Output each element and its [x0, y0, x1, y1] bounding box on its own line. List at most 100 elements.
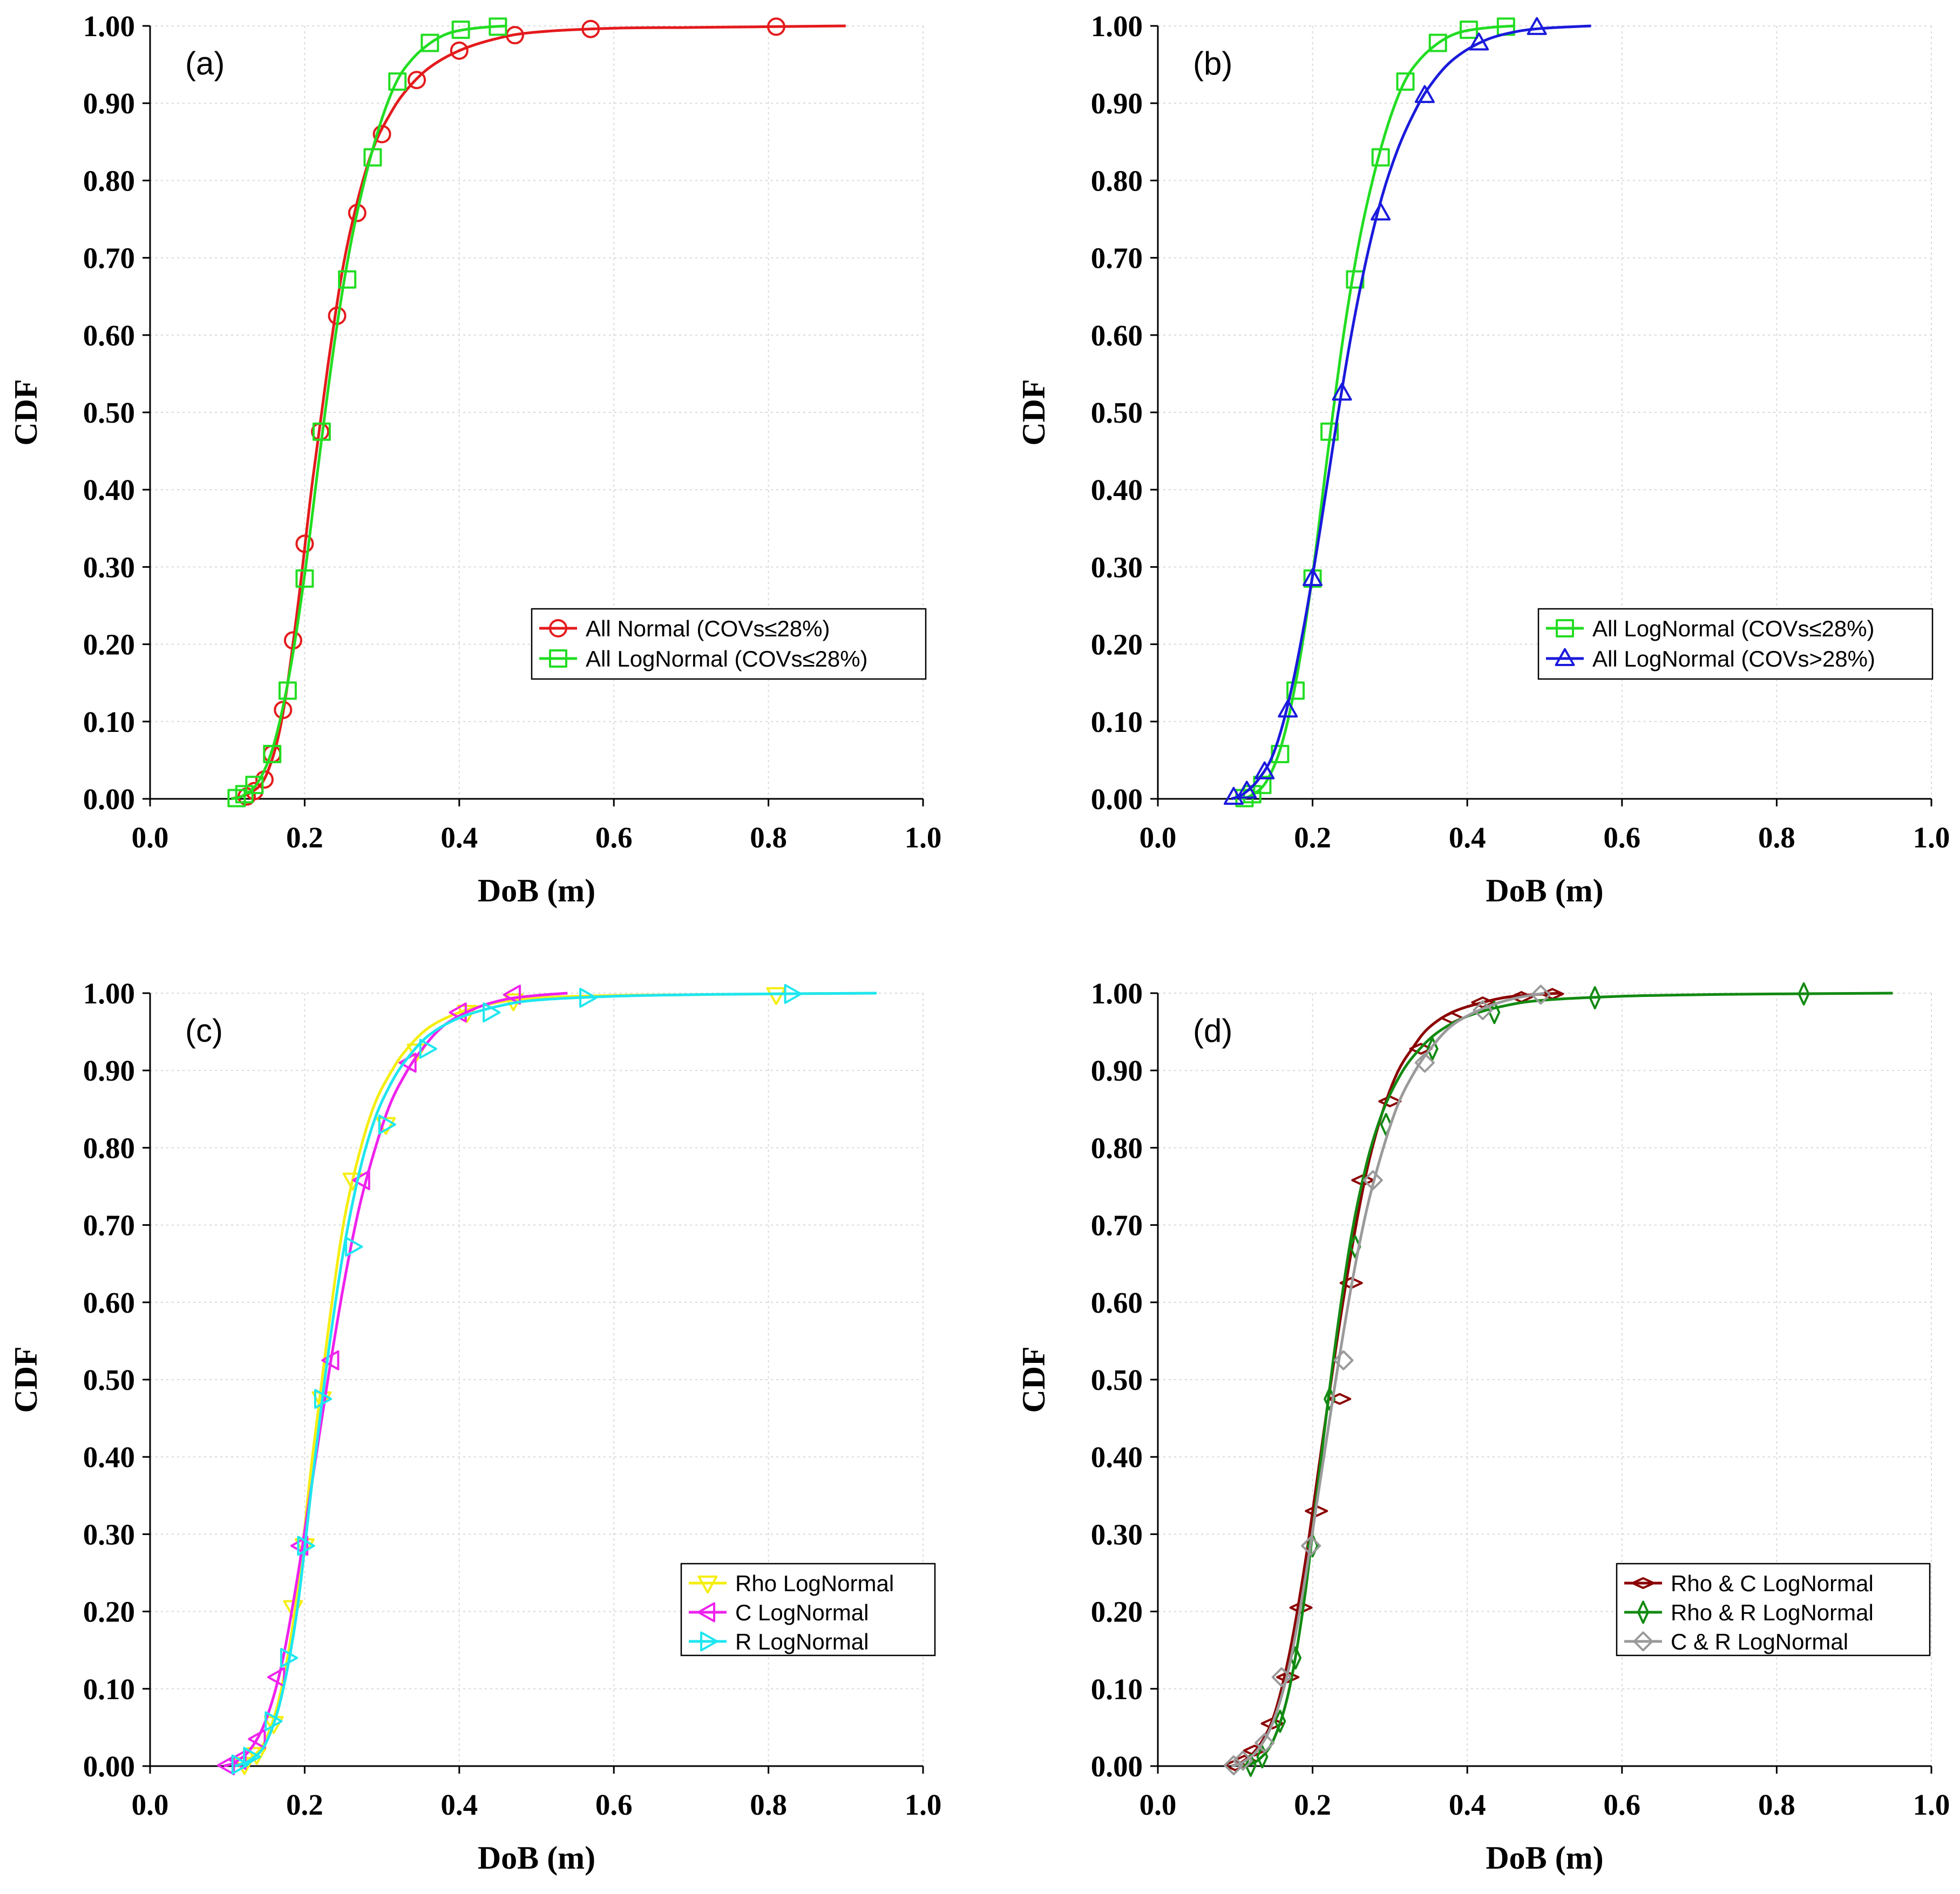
- data-point: [1527, 17, 1547, 35]
- data-point: [267, 1667, 286, 1687]
- data-point: [1414, 1053, 1435, 1073]
- x-axis-title: DoB (m): [478, 873, 595, 908]
- series: [1235, 17, 1515, 807]
- y-tick-label: 0.70: [83, 1209, 135, 1242]
- y-tick-label: 0.40: [1091, 473, 1143, 506]
- data-point: [248, 1729, 266, 1749]
- data-point: [1320, 422, 1339, 441]
- data-point: [1473, 1000, 1493, 1020]
- x-tick-label: 1.0: [1913, 821, 1950, 854]
- series: [230, 17, 846, 806]
- x-tick-label: 0.4: [1449, 821, 1486, 854]
- y-tick-label: 0.60: [1091, 1286, 1143, 1319]
- chart-panel: 0.0 0.2 0.4 0.6 0.8 1.0 0.00 0.10 0.20 0.30 0.40 0.…: [8, 10, 941, 908]
- y-tick-label: 0.30: [1091, 1518, 1143, 1551]
- legend-label: C LogNormal: [735, 1600, 869, 1625]
- data-point: [1346, 270, 1365, 289]
- series: [1223, 985, 1551, 1776]
- data-point: [295, 534, 314, 553]
- data-point: [450, 41, 469, 60]
- data-point: [348, 203, 367, 222]
- data-point: [503, 985, 521, 1005]
- x-axis-title: DoB (m): [1486, 1840, 1603, 1876]
- x-axis-title: DoB (m): [478, 1840, 595, 1876]
- data-point: [1244, 1754, 1257, 1777]
- legend-marker: [1637, 1600, 1649, 1624]
- x-tick-label: 0.6: [1603, 821, 1640, 854]
- legend-marker: [1633, 1631, 1653, 1652]
- legend-label: All LogNormal (COVs≤28%): [1592, 616, 1875, 641]
- data-point: [216, 1755, 235, 1776]
- data-point: [280, 1648, 299, 1668]
- x-tick-label: 1.0: [905, 821, 942, 854]
- x-tick-label: 0.8: [750, 1788, 787, 1821]
- data-point: [1271, 1667, 1292, 1687]
- series: [231, 983, 877, 1775]
- series: [216, 985, 568, 1776]
- data-point: [1254, 1733, 1275, 1753]
- legend-label: R LogNormal: [735, 1629, 869, 1654]
- y-tick-label: 0.80: [1091, 164, 1143, 197]
- y-tick-label: 1.00: [83, 10, 135, 43]
- legend-label: All LogNormal (COVs≤28%): [586, 646, 868, 671]
- panel-label: (d): [1193, 1013, 1232, 1049]
- data-point: [363, 148, 382, 167]
- series-line: [223, 992, 568, 1768]
- legend-label: All LogNormal (COVs>28%): [1592, 646, 1875, 671]
- data-point: [314, 1389, 333, 1409]
- legend-marker: [700, 1631, 718, 1652]
- panel-label: (b): [1193, 45, 1232, 82]
- data-point: [227, 789, 246, 807]
- data-point: [1371, 148, 1390, 167]
- y-tick-label: 0.80: [83, 164, 135, 197]
- y-tick-label: 1.00: [83, 977, 135, 1010]
- y-tick-label: 0.30: [83, 551, 135, 583]
- data-point: [345, 1237, 363, 1257]
- y-tick-label: 0.10: [83, 705, 135, 738]
- y-axis-title: CDF: [8, 1346, 44, 1413]
- x-axis-title: DoB (m): [1486, 873, 1603, 908]
- data-point: [408, 71, 426, 90]
- data-point: [449, 1002, 467, 1023]
- data-point: [1305, 1505, 1328, 1517]
- data-point: [378, 1114, 397, 1135]
- panel-label: (c): [185, 1013, 223, 1049]
- data-point: [243, 1747, 261, 1767]
- data-point: [1362, 1170, 1383, 1191]
- series-line: [230, 24, 506, 800]
- y-tick-label: 0.50: [1091, 1363, 1143, 1396]
- data-point: [1286, 681, 1305, 700]
- data-point: [1274, 1709, 1286, 1733]
- legend-frame: [1537, 608, 1934, 680]
- data-point: [265, 1711, 283, 1732]
- data-point: [1278, 700, 1298, 718]
- x-tick-label: 0.4: [1449, 1788, 1486, 1821]
- y-tick-label: 1.00: [1091, 977, 1143, 1010]
- y-tick-label: 0.70: [1091, 1209, 1143, 1242]
- y-tick-label: 0.80: [83, 1131, 135, 1164]
- data-point: [352, 1170, 370, 1191]
- y-axis-title: CDF: [8, 379, 44, 445]
- data-point: [1223, 1755, 1244, 1776]
- y-tick-label: 0.50: [83, 396, 135, 429]
- y-tick-label: 0.40: [83, 473, 135, 506]
- data-point: [1253, 776, 1272, 795]
- data-point: [263, 744, 282, 763]
- y-tick-label: 0.10: [83, 1673, 135, 1706]
- data-point: [247, 1747, 267, 1765]
- data-point: [1276, 1671, 1300, 1683]
- data-point: [1496, 17, 1515, 36]
- data-point: [1332, 382, 1352, 401]
- y-axis-title: CDF: [1016, 379, 1052, 445]
- y-tick-label: 0.60: [83, 319, 135, 352]
- y-tick-label: 0.50: [83, 1363, 135, 1396]
- data-point: [297, 1536, 315, 1556]
- y-tick-label: 0.10: [1091, 1673, 1143, 1706]
- x-tick-label: 0.0: [132, 1788, 169, 1821]
- series-line: [1238, 24, 1514, 800]
- x-tick-label: 0.6: [595, 1788, 633, 1821]
- data-point: [767, 17, 785, 36]
- data-point: [295, 569, 314, 588]
- data-point: [231, 1754, 249, 1775]
